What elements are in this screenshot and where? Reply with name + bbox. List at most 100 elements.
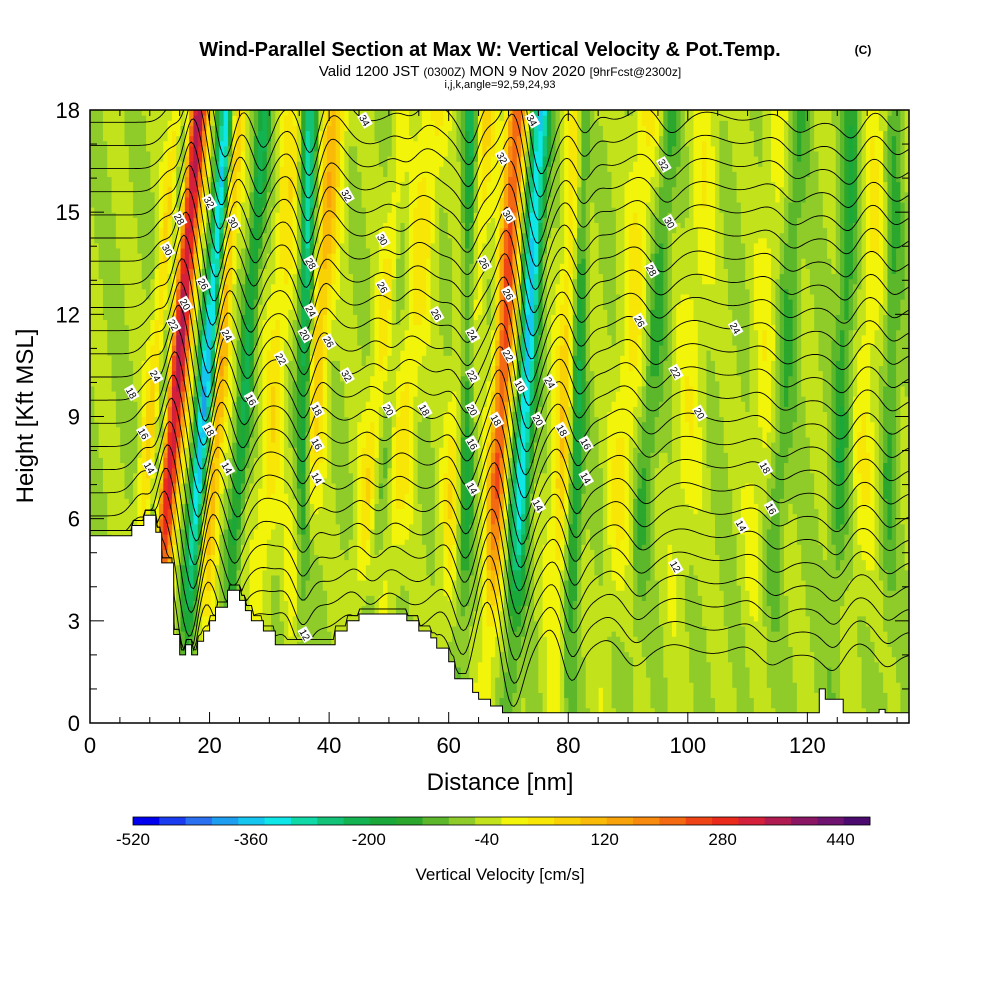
velocity-cell (477, 544, 483, 550)
velocity-cell (525, 585, 531, 591)
velocity-cell (434, 457, 440, 464)
velocity-cell (840, 702, 863, 709)
velocity-cell (779, 600, 789, 607)
velocity-cell (262, 585, 272, 591)
velocity-cell (581, 539, 587, 545)
velocity-cell (831, 508, 837, 515)
velocity-cell (223, 595, 229, 601)
velocity-cell (296, 457, 302, 464)
velocity-cell (477, 585, 483, 591)
velocity-cell (796, 518, 820, 525)
velocity-cell (594, 559, 604, 566)
velocity-cell (637, 544, 643, 550)
velocity-cell (848, 488, 854, 494)
velocity-cell (577, 533, 582, 540)
velocity-cell (607, 472, 613, 479)
velocity-cell (758, 523, 764, 530)
velocity-cell (783, 539, 798, 545)
velocity-cell (490, 682, 496, 688)
velocity-cell (857, 620, 867, 627)
velocity-cell (240, 436, 246, 443)
velocity-cell (137, 447, 143, 453)
velocity-cell (753, 482, 768, 489)
velocity-cell (283, 528, 294, 535)
velocity-cell (447, 447, 457, 453)
velocity-cell (357, 508, 363, 515)
velocity-cell (309, 539, 315, 545)
velocity-cell (396, 488, 410, 494)
velocity-cell (641, 544, 651, 550)
velocity-cell (809, 447, 828, 453)
velocity-cell (486, 544, 492, 550)
velocity-cell (900, 467, 909, 474)
velocity-cell (559, 539, 565, 545)
velocity-cell (607, 518, 613, 525)
velocity-cell (490, 533, 501, 540)
velocity-cell (340, 533, 354, 540)
velocity-cell (288, 498, 298, 504)
velocity-cell (758, 610, 764, 617)
velocity-cell (443, 554, 449, 561)
velocity-cell (827, 533, 833, 540)
velocity-cell (210, 477, 216, 484)
velocity-cell (322, 574, 358, 581)
velocity-cell (874, 472, 880, 479)
velocity-cell (219, 488, 225, 494)
velocity-cell (607, 493, 613, 499)
velocity-cell (296, 574, 302, 581)
velocity-cell (848, 442, 854, 448)
velocity-cell (348, 539, 358, 545)
velocity-cell (533, 559, 544, 566)
velocity-cell (301, 528, 307, 535)
velocity-cell (512, 477, 518, 484)
velocity-cell (283, 482, 294, 489)
velocity-cell (219, 493, 225, 499)
velocity-cell (456, 605, 462, 612)
velocity-cell (335, 498, 354, 504)
velocity-cell (327, 452, 332, 458)
velocity-cell (732, 671, 751, 678)
velocity-cell (512, 472, 518, 479)
velocity-cell (348, 452, 358, 458)
velocity-cell (564, 442, 570, 448)
velocity-cell (749, 610, 759, 617)
velocity-cell (572, 498, 578, 504)
velocity-cell (611, 513, 626, 520)
velocity-cell (266, 462, 281, 469)
velocity-cell (559, 646, 565, 653)
velocity-cell (370, 488, 376, 494)
velocity-cell (434, 569, 445, 576)
velocity-cell (900, 702, 909, 709)
velocity-cell (831, 523, 837, 530)
velocity-cell (158, 482, 164, 489)
velocity-cell (689, 631, 707, 637)
velocity-cell (163, 467, 169, 474)
velocity-cell (391, 539, 406, 545)
velocity-cell (680, 477, 703, 484)
velocity-cell (796, 533, 820, 540)
velocity-cell (870, 452, 876, 458)
velocity-cell (215, 564, 220, 571)
velocity-cell (223, 600, 229, 607)
velocity-cell (542, 610, 561, 617)
velocity-cell (215, 477, 220, 484)
velocity-cell (624, 493, 630, 499)
velocity-cell (439, 472, 445, 479)
velocity-cell (202, 605, 212, 612)
velocity-cell (564, 600, 570, 607)
velocity-cell (874, 554, 880, 561)
velocity-cell (508, 442, 514, 448)
velocity-cell (771, 605, 781, 612)
velocity-cell (564, 569, 570, 576)
velocity-cell (766, 436, 776, 443)
velocity-cell (736, 574, 746, 581)
velocity-cell (301, 467, 307, 474)
velocity-cell (883, 625, 909, 632)
velocity-cell (788, 631, 811, 637)
velocity-cell (301, 564, 311, 571)
velocity-cell (641, 467, 647, 474)
velocity-cell (456, 513, 462, 520)
velocity-cell (555, 503, 561, 510)
velocity-cell (542, 549, 557, 556)
velocity-cell (598, 579, 604, 586)
